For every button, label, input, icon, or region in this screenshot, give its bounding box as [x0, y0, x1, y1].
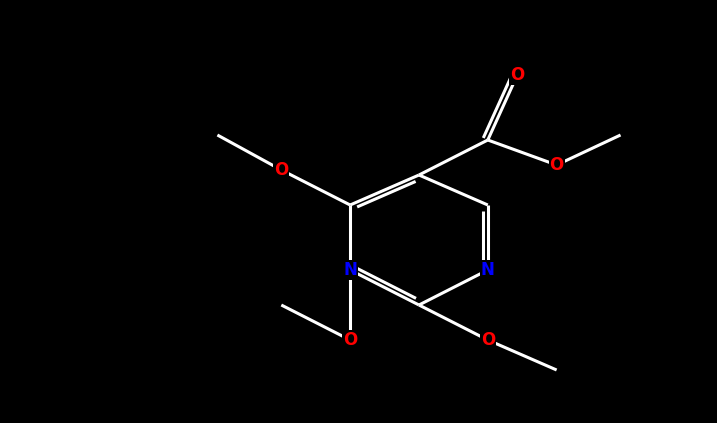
- Text: O: O: [480, 331, 495, 349]
- Text: N: N: [481, 261, 495, 279]
- Text: O: O: [511, 66, 524, 84]
- Text: O: O: [549, 156, 564, 174]
- Text: N: N: [343, 261, 357, 279]
- Text: O: O: [343, 331, 357, 349]
- Text: O: O: [274, 161, 288, 179]
